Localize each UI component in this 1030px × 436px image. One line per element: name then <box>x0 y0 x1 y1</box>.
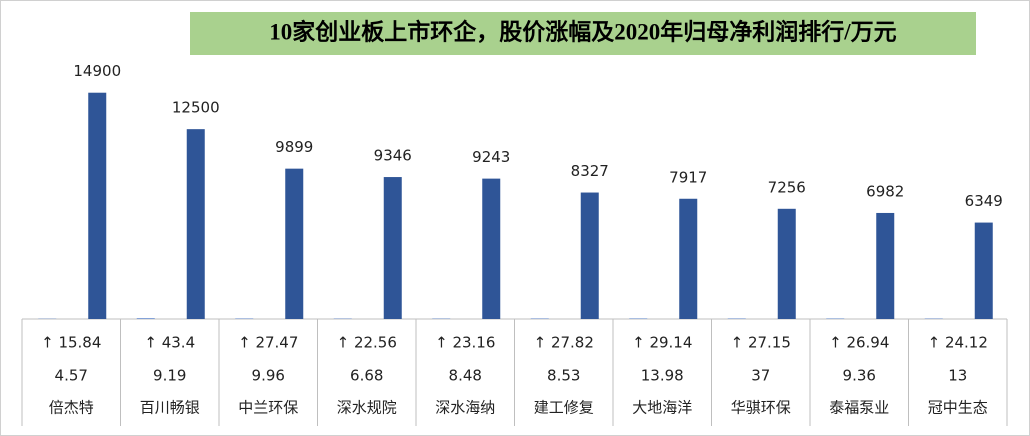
data-label: 7256 <box>768 178 806 196</box>
data-label: 9899 <box>275 138 313 156</box>
data-label: 9346 <box>374 147 412 165</box>
data-label: 6982 <box>866 182 904 200</box>
bar <box>88 92 107 319</box>
x-tick-label: 倍杰特 <box>49 399 94 417</box>
bar <box>777 208 796 319</box>
data-label: 7917 <box>669 168 707 186</box>
bar <box>285 168 304 319</box>
bar <box>876 212 895 319</box>
data-label: 6349 <box>965 192 1003 210</box>
x-tick-label: 泰福泵业 <box>829 399 889 417</box>
table-cell: 9.36 <box>843 367 876 385</box>
table-cell: ↑ 43.4 <box>144 334 195 352</box>
table-cell: ↑ 29.14 <box>632 334 692 352</box>
table-cell: 8.53 <box>547 367 580 385</box>
bar <box>580 192 599 319</box>
data-label: 12500 <box>172 99 220 117</box>
table-cell: ↑ 22.56 <box>337 334 397 352</box>
bar <box>186 129 205 319</box>
bar <box>136 318 155 319</box>
x-tick-label: 冠中生态 <box>928 399 988 417</box>
table-cell: 9.19 <box>153 367 186 385</box>
table-cell: 9.96 <box>252 367 285 385</box>
bar <box>383 177 402 319</box>
table-cell: 6.68 <box>350 367 383 385</box>
chart-title: 10家创业板上市环企，股价涨幅及2020年归母净利润排行/万元 <box>269 18 896 44</box>
table-cell: ↑ 24.12 <box>928 334 988 352</box>
x-tick-label: 深水海纳 <box>435 399 495 417</box>
data-label: 8327 <box>571 162 609 180</box>
table-cell: ↑ 27.15 <box>731 334 791 352</box>
x-tick-label: 百川畅银 <box>140 399 200 417</box>
data-label: 14900 <box>73 62 121 80</box>
data-label: 9243 <box>472 148 510 166</box>
table-cell: 4.57 <box>55 367 88 385</box>
table-cell: 8.48 <box>449 367 482 385</box>
bar <box>482 178 501 319</box>
table-cell: ↑ 15.84 <box>41 334 101 352</box>
title-background <box>190 12 976 55</box>
table-cell: 13 <box>948 367 967 385</box>
table-cell: ↑ 26.94 <box>829 334 889 352</box>
table-cell: ↑ 27.47 <box>238 334 298 352</box>
x-tick-label: 建工修复 <box>534 399 594 417</box>
bar <box>974 222 993 319</box>
bar <box>679 198 698 319</box>
table-cell: 13.98 <box>641 367 684 385</box>
table-cell: 37 <box>751 367 770 385</box>
x-tick-label: 中兰环保 <box>238 399 298 417</box>
table-cell: ↑ 27.82 <box>534 334 594 352</box>
x-tick-label: 华骐环保 <box>731 399 791 417</box>
x-tick-label: 深水规院 <box>337 399 397 417</box>
table-cell: ↑ 23.16 <box>435 334 495 352</box>
x-tick-label: 大地海洋 <box>632 399 692 417</box>
